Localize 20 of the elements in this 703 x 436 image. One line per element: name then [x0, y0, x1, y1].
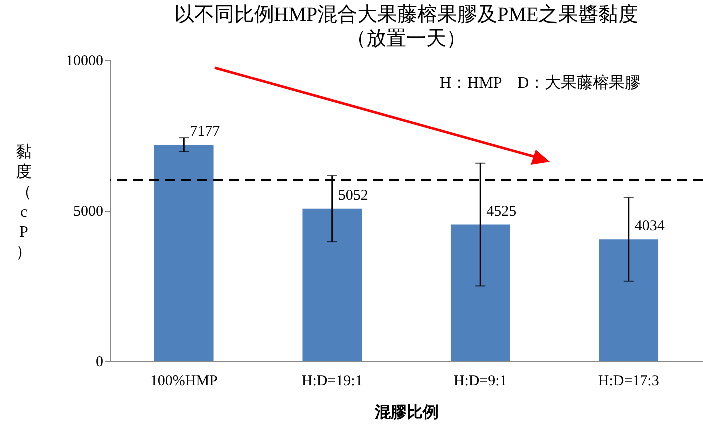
x-axis-title: 混膠比例: [374, 404, 439, 422]
x-tick-label: H:D=9:1: [454, 374, 508, 390]
bar: [599, 240, 659, 361]
bar: [450, 224, 510, 361]
y-tick-label: 0: [96, 354, 104, 370]
bar: [302, 208, 362, 361]
chart-title: 以不同比例HMP混合大果藤榕果膠及PME之果醬黏度: [174, 4, 639, 26]
y-tick-label: 10000: [66, 54, 104, 70]
bar: [154, 144, 214, 361]
x-tick-label: H:D=19:1: [302, 374, 363, 390]
x-tick-label: 100%HMP: [150, 374, 218, 390]
y-tick-label: 5000: [74, 204, 104, 220]
data-label: 5052: [338, 188, 368, 204]
data-label: 4034: [634, 218, 666, 235]
data-label: 4525: [486, 204, 517, 220]
y-axis-title: 黏度（cP）: [15, 143, 33, 263]
chart-subtitle: （放置一天）: [346, 28, 466, 50]
x-tick-label: H:D=17:3: [598, 374, 660, 390]
data-label: 7177: [190, 124, 221, 140]
annotation: H：HMP D：大果藤榕果膠: [440, 74, 642, 94]
